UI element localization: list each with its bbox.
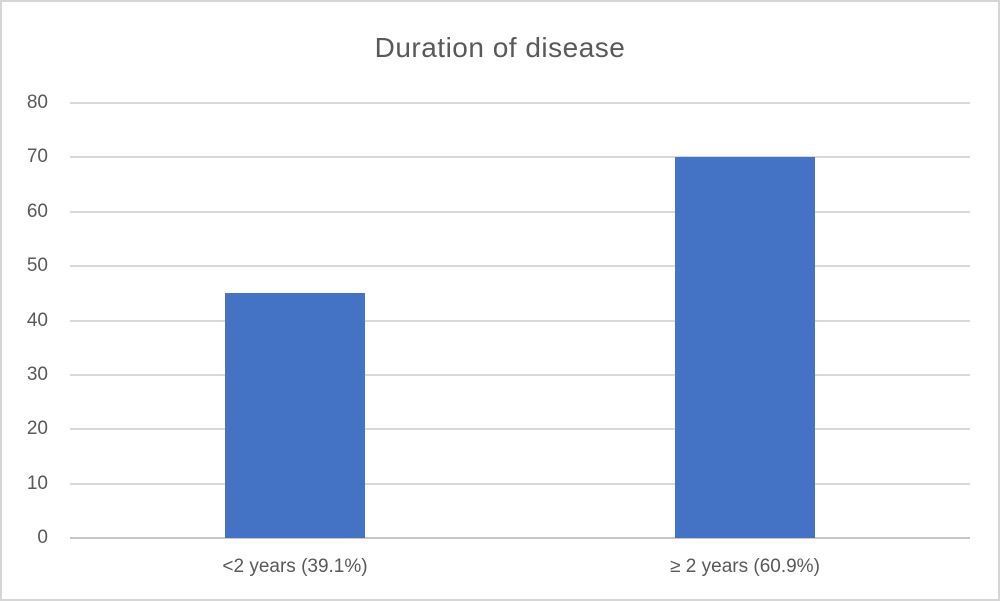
gridline [70, 319, 970, 322]
y-tick-label: 20 [26, 418, 48, 440]
y-tick-label: 80 [26, 92, 48, 113]
chart-title: Duration of disease [374, 32, 626, 63]
y-tick-label: 50 [26, 255, 48, 277]
gridline [70, 482, 970, 485]
y-tick-label: 60 [26, 200, 48, 222]
bar [225, 293, 365, 538]
x-axis-line [70, 537, 970, 539]
gridline [70, 265, 970, 268]
gridline [70, 428, 970, 431]
y-tick-label: 10 [26, 472, 48, 494]
y-axis: 0 10 20 30 40 50 60 70 80 [2, 92, 52, 548]
y-tick-label: 40 [26, 309, 48, 331]
x-tick-label: <2 years (39.1%) [222, 556, 368, 577]
y-tick-label: 70 [26, 146, 48, 168]
y-tick-label: 30 [26, 363, 48, 385]
gridline [70, 373, 970, 376]
plot-area [70, 102, 970, 539]
x-tick-label: ≥ 2 years (60.9%) [670, 556, 820, 577]
gridline [70, 156, 970, 159]
x-axis: <2 years (39.1%) ≥ 2 years (60.9%) [70, 550, 970, 580]
gridline [70, 102, 970, 104]
bar [675, 157, 815, 538]
y-tick-label: 0 [37, 527, 48, 548]
gridline [70, 210, 970, 213]
